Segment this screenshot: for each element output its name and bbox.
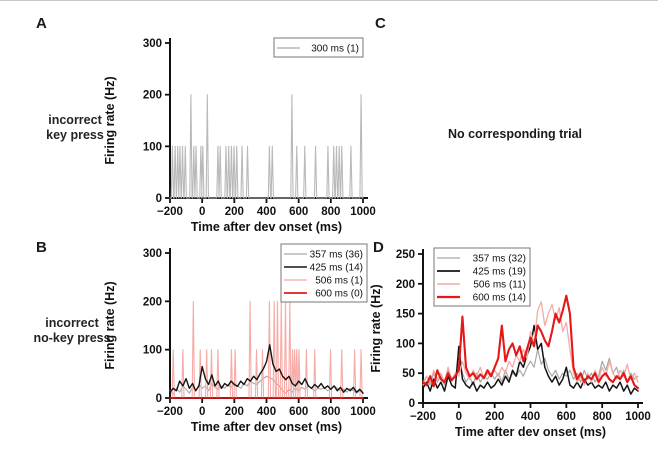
x-tick-label: 600 [289, 206, 308, 218]
x-axis-title: Time after dev onset (ms) [191, 420, 342, 434]
x-tick-label: 400 [521, 411, 540, 423]
y-axis-title: Firing rate (Hz) [103, 76, 117, 164]
y-tick-label: 300 [143, 248, 162, 260]
row-label-key-press-line2: key press [46, 128, 104, 142]
x-tick-label: 600 [557, 411, 576, 423]
legend-label: 425 ms (19) [473, 267, 526, 278]
y-tick-label: 50 [402, 368, 415, 380]
panel-d-chart: −200 0 200 400 600 800 1000 0 50 100 150 200 250 Time… [368, 241, 658, 466]
x-tick-label: 600 [289, 406, 308, 418]
y-tick-label: 100 [396, 338, 415, 350]
x-tick-label: 800 [593, 411, 612, 423]
legend-label: 600 ms (14) [473, 293, 526, 304]
y-tick-label: 200 [143, 90, 162, 102]
x-tick-label: 400 [257, 406, 276, 418]
row-label-key-press: incorrect key press [25, 113, 125, 143]
panel-label-c: C [375, 15, 386, 32]
y-tick-label: 0 [409, 398, 415, 410]
y-axis-title: Firing rate (Hz) [369, 284, 383, 372]
y-tick-label: 200 [143, 296, 162, 308]
chartD-svg: −200 0 200 400 600 800 1000050100150200250Time… [369, 247, 651, 439]
y-tick-label: 100 [143, 345, 162, 357]
x-tick-label: 200 [225, 206, 244, 218]
panel-label-d: D [373, 239, 384, 256]
y-tick-label: 100 [143, 141, 162, 153]
series-425-ms-19- [422, 324, 639, 395]
legend-label: 357 ms (36) [310, 250, 363, 261]
y-tick-label: 150 [396, 309, 415, 321]
panel-a-chart: −200 0 200 400 600 800 1000 0 100 200 300 Time afte… [100, 29, 378, 244]
row-label-no-key-press: incorrect no-key press [12, 316, 132, 346]
y-tick-label: 200 [396, 279, 415, 291]
y-tick-label: 250 [396, 249, 415, 261]
panel-label-a: A [36, 15, 47, 32]
legend-label: 357 ms (32) [473, 254, 526, 265]
series-300-ms-1- [169, 94, 364, 199]
panel-c-no-trial-text: No corresponding trial [447, 127, 583, 141]
series-600-ms-14- [421, 294, 640, 390]
y-tick-label: 0 [156, 393, 162, 405]
x-tick-label: 200 [225, 406, 244, 418]
y-axis-title: Firing rate (Hz) [103, 281, 117, 369]
legend-label: 506 ms (11) [473, 280, 526, 291]
x-axis-title: Time after dev onset (ms) [455, 425, 606, 439]
panel-b-chart: −200 0 200 400 600 800 1000 0 100 200 300 Time afte… [100, 241, 378, 466]
x-axis-title: Time after dev onset (ms) [191, 220, 342, 234]
x-tick-label: 800 [321, 406, 340, 418]
x-tick-label: 0 [199, 206, 205, 218]
row-label-no-key-press-line2: no-key press [33, 331, 111, 345]
x-tick-label: −200 [410, 411, 436, 423]
row-label-no-key-press-line1: incorrect [45, 316, 99, 330]
legend-label: 506 ms (1) [315, 276, 363, 287]
x-tick-label: 1000 [625, 411, 651, 423]
x-tick-label: 800 [321, 206, 340, 218]
series-506-ms-11- [422, 301, 639, 386]
x-tick-label: −200 [157, 406, 183, 418]
row-label-key-press-line1: incorrect [48, 113, 102, 127]
x-tick-label: 0 [199, 406, 205, 418]
legend-box [273, 37, 364, 58]
x-tick-label: 0 [456, 411, 462, 423]
x-tick-label: −200 [157, 206, 183, 218]
legend-label: 300 ms (1) [311, 44, 359, 55]
legend-label: 600 ms (0) [315, 289, 363, 300]
y-tick-label: 300 [143, 38, 162, 50]
x-tick-label: 200 [485, 411, 504, 423]
panel-label-b: B [36, 239, 47, 256]
y-tick-label: 0 [156, 193, 162, 205]
series-425-ms-14- [169, 344, 364, 394]
x-tick-label: 400 [257, 206, 276, 218]
legend-label: 425 ms (14) [310, 263, 363, 274]
x-tick-label: 1000 [350, 206, 376, 218]
x-tick-label: 1000 [350, 406, 376, 418]
